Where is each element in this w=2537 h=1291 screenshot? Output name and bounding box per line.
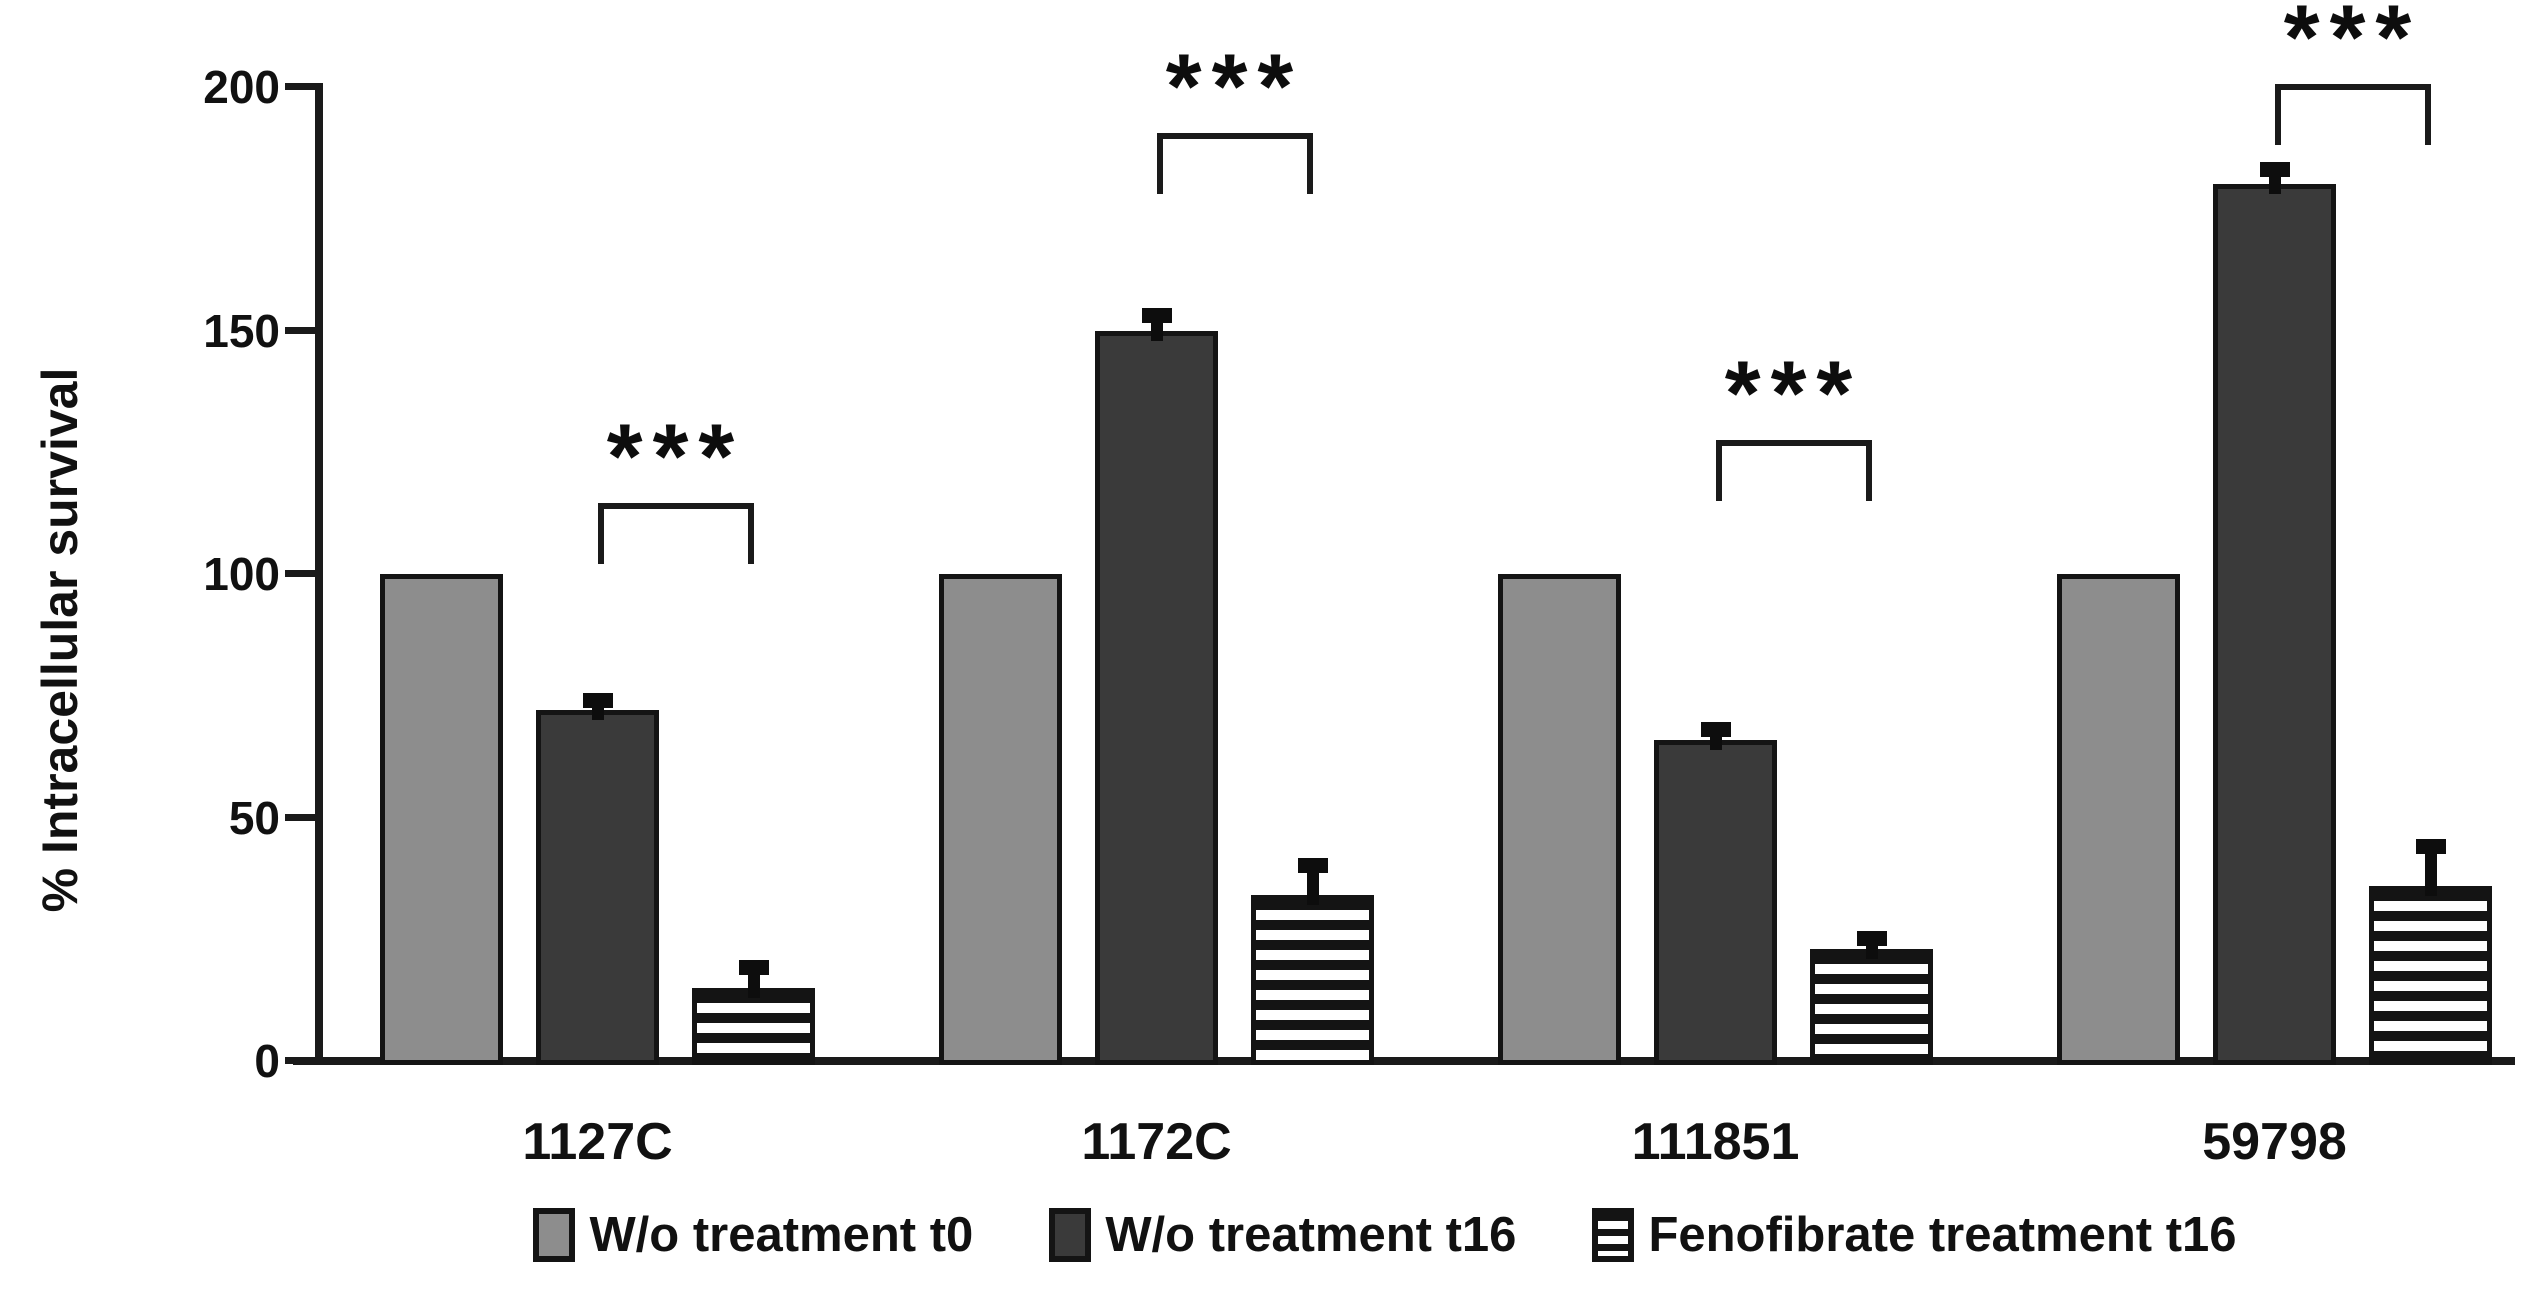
significance-stars: ***	[2283, 0, 2422, 89]
significance-bracket-top	[1715, 440, 1872, 446]
x-category-label: 1127C	[522, 1113, 673, 1171]
legend-swatch-series1-icon	[1049, 1208, 1092, 1262]
bar-111851-series0	[1498, 574, 1621, 1065]
error-bar-cap	[1856, 931, 1887, 946]
legend-item: W/o treatment t0	[533, 1207, 973, 1263]
legend-label: Fenofibrate treatment t16	[1648, 1208, 2237, 1262]
bar-1172C-series1	[1095, 331, 1218, 1065]
significance-bracket-right-leg	[747, 503, 754, 564]
legend: W/o treatment t0 W/o treatment t16 Fenofib…	[233, 1192, 2537, 1278]
legend-label: W/o treatment t16	[1105, 1208, 1517, 1262]
error-bar-cap	[2415, 839, 2446, 854]
x-category-label: 111851	[1631, 1113, 1800, 1171]
error-bar-cap	[738, 960, 769, 975]
y-tick-label: 50	[228, 792, 280, 844]
error-bar-cap	[582, 693, 613, 708]
legend-swatch-series0-icon	[533, 1208, 576, 1262]
y-tick	[285, 83, 323, 90]
significance-bracket-left-leg	[1156, 133, 1163, 194]
significance-bracket-right-leg	[1306, 133, 1313, 194]
y-tick	[285, 1057, 323, 1064]
significance-bracket-top	[597, 503, 754, 509]
y-tick	[285, 570, 323, 577]
y-tick-label: 200	[203, 61, 280, 113]
bar-1127C-series2	[692, 988, 815, 1065]
error-bar-cap	[1700, 722, 1731, 737]
significance-bracket-left-leg	[2274, 84, 2281, 145]
legend-item: Fenofibrate treatment t16	[1592, 1207, 2237, 1263]
bar-1172C-series0	[939, 574, 1062, 1065]
bar-1172C-series2	[1251, 895, 1374, 1065]
y-axis-title: % Intracellular survival	[32, 367, 88, 913]
y-tick-label: 0	[254, 1035, 280, 1087]
significance-stars: ***	[1724, 343, 1863, 445]
x-axis-line	[293, 1057, 2515, 1065]
y-tick-label: 100	[203, 548, 280, 600]
significance-bracket-right-leg	[1865, 440, 1872, 501]
error-bar-stem	[2424, 847, 2437, 896]
y-tick	[285, 327, 323, 334]
significance-stars: ***	[606, 406, 745, 508]
bar-59798-series0	[2057, 574, 2180, 1065]
bar-1127C-series1	[536, 710, 659, 1065]
error-bar-cap	[1297, 858, 1328, 873]
error-bar-cap	[1141, 308, 1172, 323]
legend-swatch-series2-icon	[1592, 1208, 1635, 1262]
legend-label: W/o treatment t0	[589, 1208, 974, 1262]
x-category-label: 59798	[2202, 1113, 2347, 1171]
bar-111851-series2	[1810, 949, 1933, 1065]
significance-bracket-top	[1156, 133, 1313, 139]
y-tick-label: 150	[203, 305, 280, 357]
y-tick	[285, 814, 323, 821]
error-bar-stem	[1306, 866, 1319, 905]
significance-stars: ***	[1165, 36, 1304, 138]
significance-bracket-left-leg	[597, 503, 604, 564]
significance-bracket-right-leg	[2424, 84, 2431, 145]
bar-111851-series1	[1654, 740, 1777, 1065]
x-category-label: 1172C	[1081, 1113, 1232, 1171]
bar-59798-series2	[2369, 886, 2492, 1065]
bar-1127C-series0	[380, 574, 503, 1065]
legend-item: W/o treatment t16	[1049, 1207, 1516, 1263]
bar-59798-series1	[2213, 184, 2336, 1065]
error-bar-cap	[2259, 162, 2290, 177]
significance-bracket-left-leg	[1715, 440, 1722, 501]
significance-bracket-top	[2274, 84, 2431, 90]
error-bar-stem	[747, 968, 760, 998]
